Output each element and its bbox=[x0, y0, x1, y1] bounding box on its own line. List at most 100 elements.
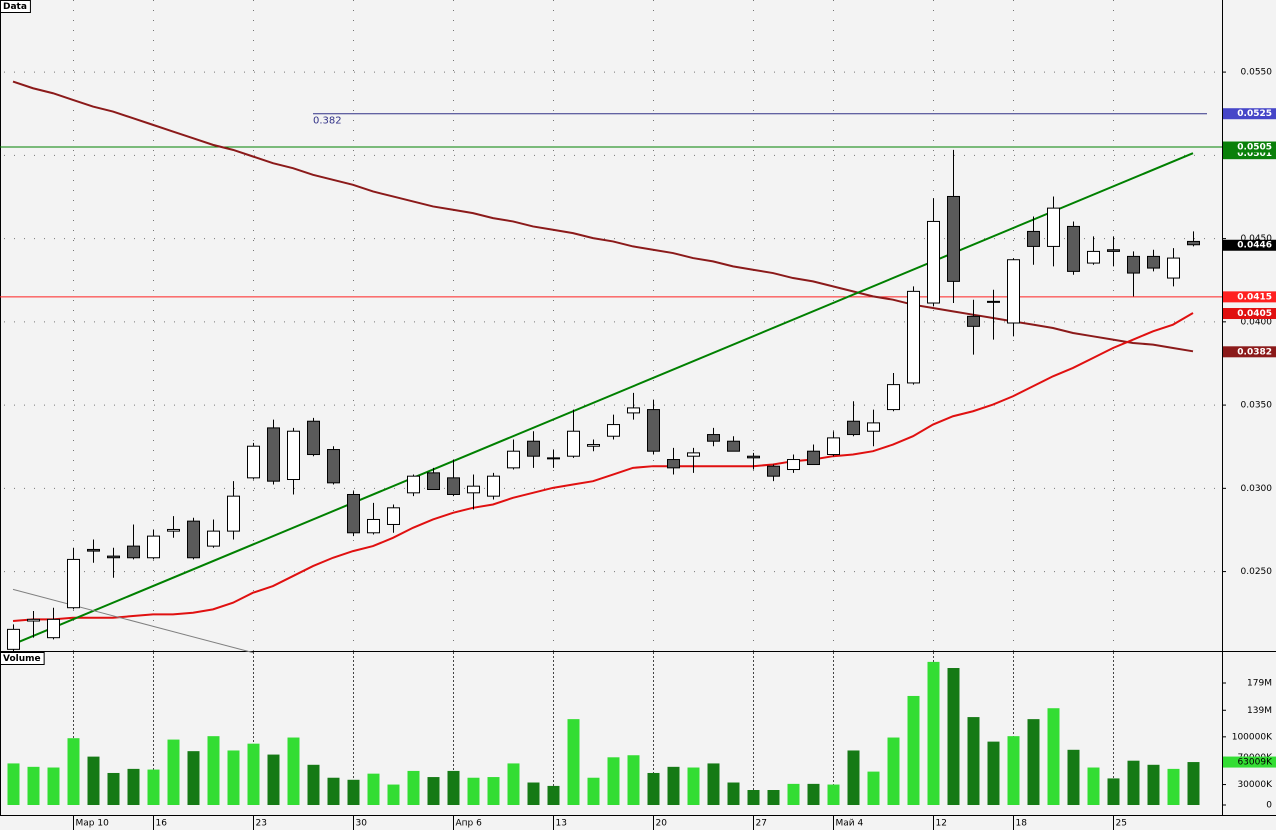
candle-body bbox=[1007, 259, 1020, 324]
y-tick-label: 179M bbox=[1247, 679, 1272, 689]
price-label: 0.0382 bbox=[1237, 347, 1272, 357]
trend-line bbox=[12, 588, 254, 654]
volume-bar bbox=[927, 661, 940, 805]
y-tick-label: 0.0400 bbox=[1241, 317, 1273, 327]
volume-bar bbox=[647, 772, 660, 805]
x-tick-label: 25 bbox=[1116, 819, 1127, 829]
volume-bar bbox=[147, 769, 160, 805]
candle-body bbox=[687, 452, 700, 457]
candle-body bbox=[487, 475, 500, 497]
candle-body bbox=[1027, 230, 1040, 247]
x-tick-label: 27 bbox=[756, 819, 767, 829]
volume-bar bbox=[127, 768, 140, 805]
volume-bar bbox=[407, 770, 420, 805]
volume-bar bbox=[1167, 768, 1180, 805]
volume-bar bbox=[1147, 764, 1160, 805]
x-tick-label: 23 bbox=[256, 819, 267, 829]
candle-body bbox=[927, 220, 940, 304]
candle-body bbox=[307, 420, 320, 456]
volume-bar bbox=[827, 784, 840, 805]
volume-bar bbox=[1027, 719, 1040, 805]
volume-bar bbox=[447, 770, 460, 805]
price-label: 0.0446 bbox=[1237, 241, 1272, 251]
volume-bar bbox=[747, 790, 760, 805]
x-tick-label: Мар 10 bbox=[76, 819, 110, 829]
volume-bar bbox=[347, 779, 360, 805]
x-tick-label: 16 bbox=[156, 819, 168, 829]
moving-average bbox=[12, 312, 1194, 623]
candle-body bbox=[67, 558, 80, 609]
candle-body bbox=[427, 472, 440, 490]
pane-title: Volume bbox=[3, 654, 41, 664]
volume-bar bbox=[387, 784, 400, 805]
volume-bar bbox=[267, 754, 280, 805]
volume-bar bbox=[87, 756, 100, 805]
candle-body bbox=[27, 618, 40, 622]
price-label-box bbox=[1223, 308, 1276, 320]
volume-bar bbox=[727, 782, 740, 805]
price-label-box bbox=[1223, 141, 1276, 153]
candle-body bbox=[627, 407, 640, 414]
volume-bar bbox=[327, 777, 340, 805]
volume-bar bbox=[1007, 736, 1020, 805]
volume-bar bbox=[107, 772, 120, 805]
volume-bar bbox=[867, 771, 880, 805]
candle-body bbox=[1127, 255, 1140, 274]
candle-body bbox=[387, 507, 400, 525]
candle-body bbox=[347, 493, 360, 534]
y-tick-label: 0.0350 bbox=[1241, 401, 1273, 411]
price-label-box bbox=[1223, 148, 1276, 160]
x-tick-label: 12 bbox=[936, 819, 947, 829]
volume-bar bbox=[467, 777, 480, 805]
x-tick-label: 30 bbox=[356, 819, 368, 829]
trend-line bbox=[12, 152, 1194, 646]
y-tick-label: 139M bbox=[1247, 706, 1272, 716]
candle-body bbox=[147, 535, 160, 559]
volume-bar bbox=[907, 695, 920, 805]
x-tick-label: 20 bbox=[656, 819, 668, 829]
volume-bar bbox=[847, 750, 860, 805]
candle-body bbox=[567, 430, 580, 457]
pane-title: Data bbox=[3, 2, 27, 12]
y-tick-label: 0.0450 bbox=[1241, 234, 1273, 244]
volume-bar bbox=[527, 782, 540, 805]
volume-bar bbox=[427, 777, 440, 805]
candle-body bbox=[807, 450, 820, 466]
y-tick-label: 30000K bbox=[1237, 780, 1273, 790]
candle-body bbox=[787, 459, 800, 471]
candle-body bbox=[907, 290, 920, 384]
price-label: 0.0501 bbox=[1237, 149, 1272, 159]
volume-bar bbox=[667, 766, 680, 805]
candle-body bbox=[647, 409, 660, 452]
x-tick-label: 18 bbox=[1016, 819, 1028, 829]
volume-bar bbox=[967, 717, 980, 805]
volume-bar bbox=[287, 737, 300, 805]
pane-title-box bbox=[0, 0, 31, 13]
volume-bar bbox=[1067, 749, 1080, 805]
candle-body bbox=[987, 300, 1000, 303]
volume-bar bbox=[227, 750, 240, 805]
volume-bar bbox=[1187, 762, 1200, 805]
candle-body bbox=[187, 520, 200, 559]
y-tick-label: 0.0250 bbox=[1241, 567, 1273, 577]
candle-body bbox=[1087, 250, 1100, 264]
price-label: 0.0525 bbox=[1237, 109, 1272, 119]
candle-body bbox=[1107, 249, 1120, 252]
y-tick-label: 0.0550 bbox=[1241, 68, 1273, 78]
volume-bar bbox=[587, 777, 600, 805]
candle-body bbox=[707, 434, 720, 442]
candle-body bbox=[1147, 255, 1160, 269]
volume-bar bbox=[27, 766, 40, 805]
volume-bar bbox=[307, 764, 320, 805]
candle-body bbox=[847, 420, 860, 436]
volume-bar bbox=[247, 743, 260, 805]
price-label-box bbox=[1223, 346, 1276, 358]
volume-bar bbox=[1087, 767, 1100, 805]
candle-body bbox=[527, 440, 540, 457]
volume-bar bbox=[607, 757, 620, 805]
candle-body bbox=[1187, 240, 1200, 246]
candle-body bbox=[107, 555, 120, 559]
candle-body bbox=[287, 430, 300, 481]
x-tick-label: 13 bbox=[556, 819, 567, 829]
